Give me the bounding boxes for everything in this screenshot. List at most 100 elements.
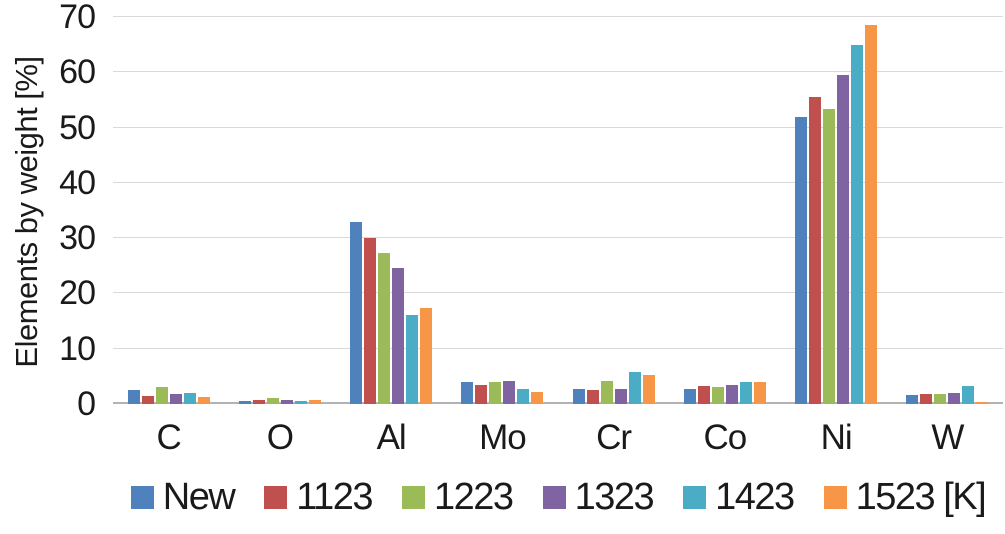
bar-1223-Mo bbox=[489, 381, 502, 404]
bar-1123-Co bbox=[697, 386, 710, 404]
bar-1123-Mo bbox=[475, 385, 488, 404]
bar-1523-K-O bbox=[308, 400, 321, 404]
legend-swatch-icon bbox=[823, 485, 847, 509]
bar-1323-Co bbox=[725, 385, 738, 404]
legend-item-New: New bbox=[130, 475, 236, 519]
bar-1123-O bbox=[252, 400, 265, 404]
legend-label: New bbox=[162, 475, 236, 518]
legend-item-1123: 1123 bbox=[264, 475, 374, 519]
plot-area bbox=[113, 16, 1003, 404]
legend-label: 1523 [K] bbox=[855, 475, 987, 518]
legend-label: 1123 bbox=[296, 475, 373, 518]
x-tick-label-W: W bbox=[931, 418, 964, 457]
bar-1223-Co bbox=[711, 386, 724, 404]
y-tick-label-40: 40 bbox=[59, 163, 96, 202]
bar-1323-Ni bbox=[837, 75, 850, 404]
bar-1223-C bbox=[155, 387, 168, 404]
bar-1123-Cr bbox=[586, 389, 599, 404]
bar-New-O bbox=[238, 401, 251, 404]
bar-1523-K-W bbox=[976, 401, 989, 404]
gridline-10 bbox=[113, 347, 1003, 349]
x-tick-label-C: C bbox=[156, 418, 181, 457]
legend-swatch-icon bbox=[542, 485, 566, 509]
gridline-40 bbox=[113, 181, 1003, 183]
legend-item-1523-K: 1523 [K] bbox=[823, 475, 987, 519]
bar-group-W bbox=[892, 17, 1003, 404]
bar-group-Co bbox=[669, 17, 780, 404]
bar-1423-Cr bbox=[628, 371, 641, 404]
bar-1323-W bbox=[948, 392, 961, 404]
bar-New-Co bbox=[683, 388, 696, 404]
bar-1323-Mo bbox=[503, 380, 516, 404]
bar-group-Al bbox=[336, 17, 447, 404]
bar-group-O bbox=[224, 17, 335, 404]
legend-swatch-icon bbox=[264, 485, 288, 509]
legend-label: 1423 bbox=[715, 475, 795, 518]
bar-1523-K-Cr bbox=[642, 375, 655, 404]
bar-1323-Al bbox=[392, 268, 405, 404]
gridline-50 bbox=[113, 126, 1003, 128]
x-tick-label-O: O bbox=[266, 418, 294, 457]
gridline-60 bbox=[113, 71, 1003, 73]
bar-1423-W bbox=[962, 385, 975, 404]
bar-New-C bbox=[127, 390, 140, 404]
legend-swatch-icon bbox=[683, 485, 707, 509]
bar-1423-Ni bbox=[851, 44, 864, 404]
x-tick-label-Al: Al bbox=[376, 418, 407, 457]
legend: New 1123 1223 1323 1423 1523 [K] bbox=[113, 468, 1003, 526]
gridline-20 bbox=[113, 292, 1003, 294]
bar-New-W bbox=[906, 395, 919, 404]
x-tick-label-Ni: Ni bbox=[820, 418, 853, 457]
legend-label: 1223 bbox=[434, 475, 514, 518]
bar-1323-O bbox=[280, 400, 293, 404]
bar-1423-O bbox=[294, 400, 307, 404]
bar-1123-W bbox=[920, 394, 933, 404]
bar-New-Ni bbox=[795, 116, 808, 404]
bar-1423-Al bbox=[406, 315, 419, 404]
bar-New-Mo bbox=[461, 381, 474, 404]
bar-New-Cr bbox=[572, 389, 585, 404]
bar-1523-K-Al bbox=[420, 307, 433, 404]
x-tick-label-Mo: Mo bbox=[479, 418, 527, 457]
bar-1123-Al bbox=[364, 238, 377, 404]
y-tick-label-60: 60 bbox=[59, 53, 96, 92]
bar-1323-C bbox=[169, 394, 182, 404]
legend-swatch-icon bbox=[402, 485, 426, 509]
x-tick-label-Co: Co bbox=[703, 418, 748, 457]
bar-1423-Mo bbox=[517, 389, 530, 404]
y-tick-label-10: 10 bbox=[59, 329, 96, 368]
y-tick-label-70: 70 bbox=[59, 0, 96, 36]
y-axis-ticks: 0 10 20 30 40 50 60 70 bbox=[0, 0, 96, 421]
bar-1123-Ni bbox=[809, 97, 822, 404]
gridline-30 bbox=[113, 237, 1003, 239]
legend-item-1223: 1223 bbox=[402, 475, 514, 519]
x-axis-labels: C O Al Mo Cr Co Ni W bbox=[113, 418, 1003, 466]
bar-1523-K-Ni bbox=[865, 25, 878, 404]
bar-1523-K-C bbox=[197, 396, 210, 404]
legend-item-1423: 1423 bbox=[683, 475, 795, 519]
bar-group-Cr bbox=[558, 17, 669, 404]
bar-1123-C bbox=[141, 395, 154, 404]
bar-1223-Ni bbox=[823, 109, 836, 404]
bar-1223-O bbox=[266, 398, 279, 404]
bar-1423-C bbox=[183, 392, 196, 404]
legend-label: 1323 bbox=[574, 475, 655, 518]
y-tick-label-30: 30 bbox=[59, 219, 96, 258]
bar-New-Al bbox=[350, 221, 363, 404]
gridline-70 bbox=[113, 16, 1003, 17]
y-tick-label-20: 20 bbox=[59, 274, 96, 313]
bar-1323-Cr bbox=[614, 388, 627, 404]
bar-1223-W bbox=[934, 394, 947, 404]
bar-1223-Cr bbox=[600, 380, 613, 404]
x-tick-label-Cr: Cr bbox=[596, 418, 632, 457]
bar-1423-Co bbox=[739, 381, 752, 404]
bar-group-Ni bbox=[781, 17, 892, 404]
y-tick-label-0: 0 bbox=[77, 385, 96, 423]
y-tick-label-50: 50 bbox=[59, 108, 96, 147]
bar-1523-K-Mo bbox=[531, 391, 544, 404]
bar-group-C bbox=[113, 17, 224, 404]
bar-group-Mo bbox=[447, 17, 558, 404]
legend-swatch-icon bbox=[130, 485, 154, 509]
bar-1223-Al bbox=[378, 252, 391, 404]
